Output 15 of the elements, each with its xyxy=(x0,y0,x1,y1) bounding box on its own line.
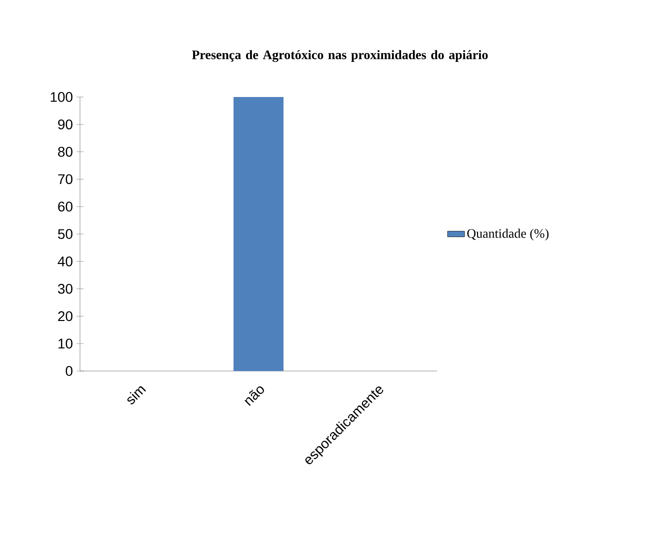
x-tick-label: sim xyxy=(127,386,146,404)
legend-label: Quantidade (%) xyxy=(467,228,549,240)
x-tick-label: não xyxy=(244,386,264,406)
y-tick-label: 70 xyxy=(58,174,72,184)
y-tick-label: 30 xyxy=(58,284,72,294)
y-tick-label: 80 xyxy=(58,146,72,157)
chart-title: Presença de Agrotóxico nas proximidades do apiário xyxy=(192,50,488,62)
y-tick-label: 40 xyxy=(58,256,72,266)
y-tick-label: 50 xyxy=(58,229,72,239)
y-tick-label: 0 xyxy=(66,366,72,376)
y-tick-label: 20 xyxy=(58,311,72,322)
y-tick-label: 90 xyxy=(58,119,72,130)
y-tick-label: 60 xyxy=(58,202,72,212)
y-tick-label: 10 xyxy=(58,338,72,349)
y-tick-label: 100 xyxy=(50,92,72,102)
